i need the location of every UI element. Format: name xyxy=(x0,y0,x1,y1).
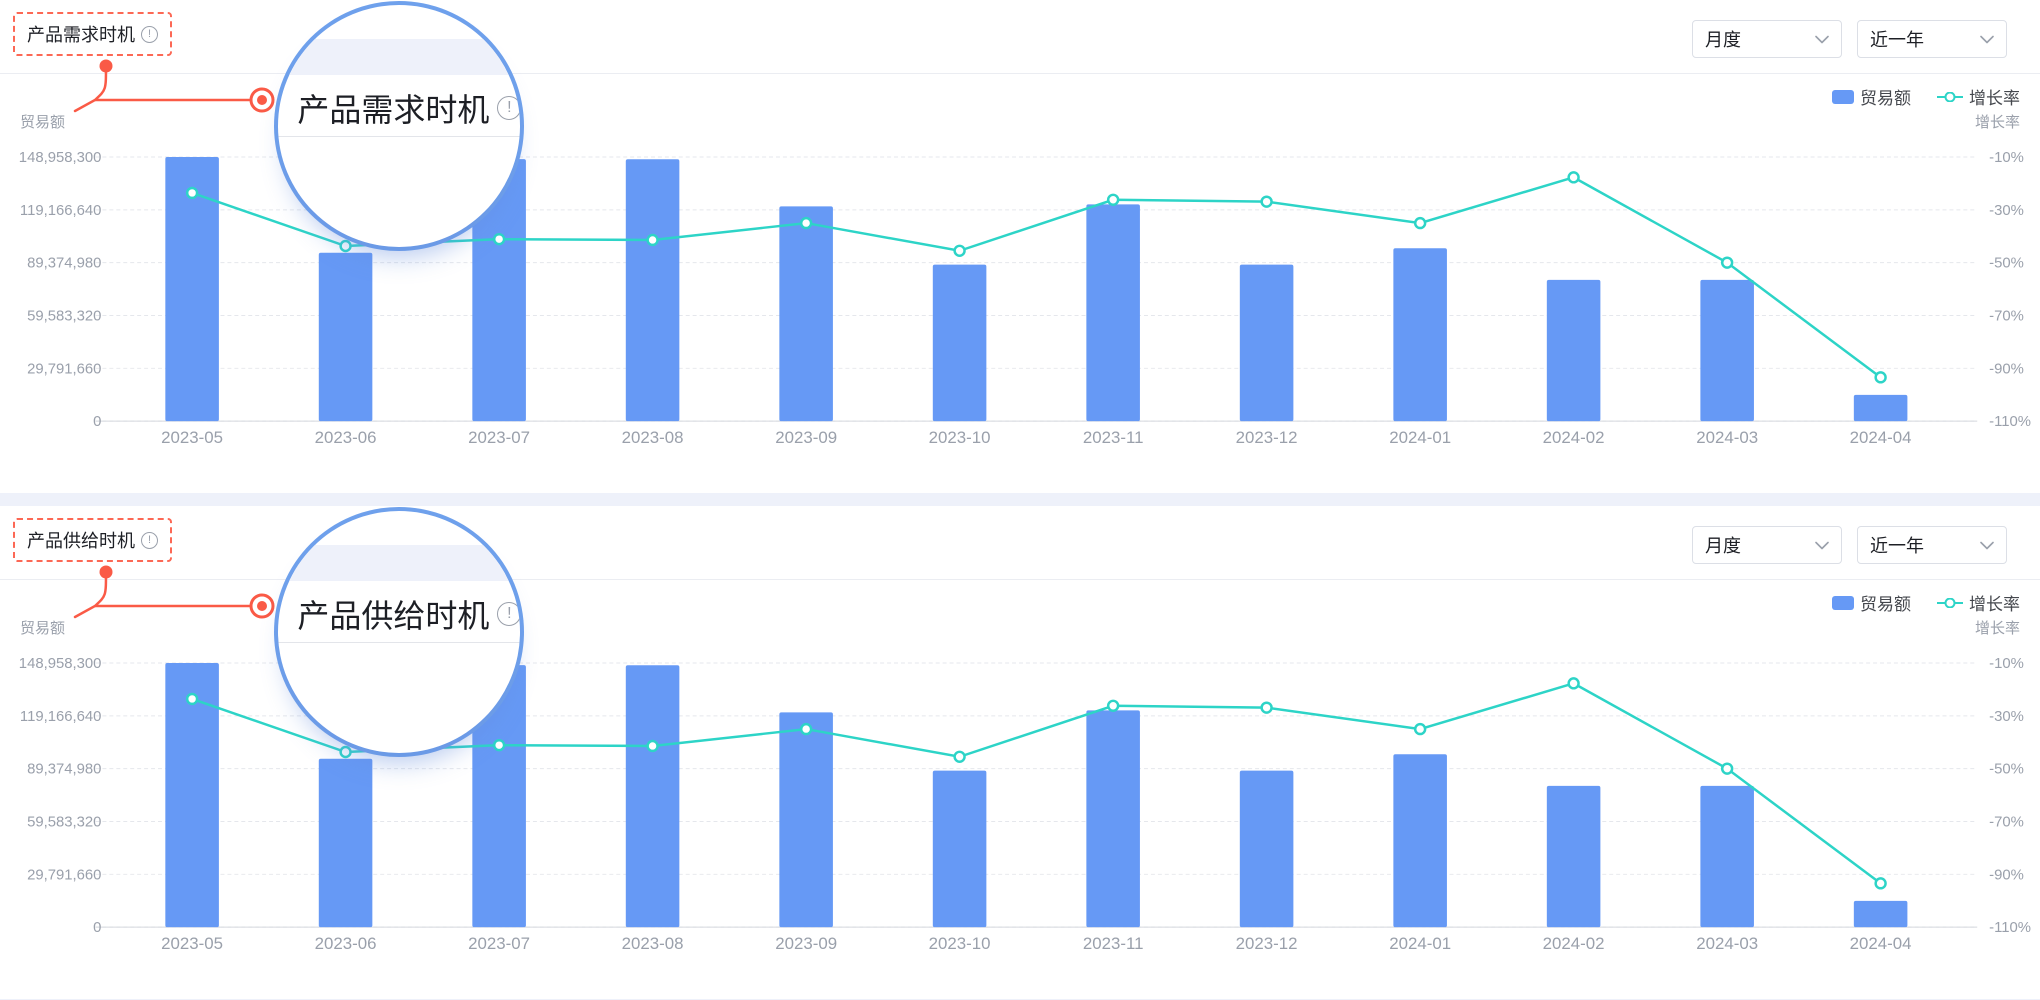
svg-text:2024-02: 2024-02 xyxy=(1543,934,1605,953)
svg-text:2023-11: 2023-11 xyxy=(1083,934,1144,953)
svg-text:-90%: -90% xyxy=(1989,361,2024,377)
svg-text:-70%: -70% xyxy=(1989,814,2024,830)
svg-text:148,958,300: 148,958,300 xyxy=(19,150,102,166)
svg-text:2023-05: 2023-05 xyxy=(161,428,223,447)
svg-text:2024-02: 2024-02 xyxy=(1543,428,1605,447)
svg-text:119,166,640: 119,166,640 xyxy=(20,709,102,725)
svg-text:2023-06: 2023-06 xyxy=(315,428,377,447)
svg-text:-10%: -10% xyxy=(1989,656,2024,672)
svg-text:-50%: -50% xyxy=(1989,256,2024,272)
svg-text:2023-07: 2023-07 xyxy=(468,428,530,447)
svg-text:2023-06: 2023-06 xyxy=(315,934,377,953)
svg-text:-110%: -110% xyxy=(1989,414,2031,430)
svg-text:2023-09: 2023-09 xyxy=(775,428,837,447)
svg-text:0: 0 xyxy=(93,414,101,430)
svg-text:2024-01: 2024-01 xyxy=(1389,934,1451,953)
svg-text:2023-11: 2023-11 xyxy=(1083,428,1144,447)
svg-text:2024-03: 2024-03 xyxy=(1696,428,1758,447)
svg-text:2024-01: 2024-01 xyxy=(1389,428,1451,447)
svg-text:89,374,980: 89,374,980 xyxy=(27,762,101,778)
svg-text:119,166,640: 119,166,640 xyxy=(20,203,102,219)
svg-text:-110%: -110% xyxy=(1989,920,2031,936)
svg-text:0: 0 xyxy=(93,920,101,936)
svg-text:-90%: -90% xyxy=(1989,867,2024,883)
svg-text:2024-04: 2024-04 xyxy=(1850,428,1912,447)
svg-text:2023-05: 2023-05 xyxy=(161,934,223,953)
svg-text:29,791,660: 29,791,660 xyxy=(27,361,101,377)
svg-text:-50%: -50% xyxy=(1989,762,2024,778)
svg-text:148,958,300: 148,958,300 xyxy=(19,656,102,672)
svg-text:2024-04: 2024-04 xyxy=(1850,934,1912,953)
svg-text:-30%: -30% xyxy=(1989,203,2024,219)
svg-text:2023-10: 2023-10 xyxy=(929,428,991,447)
svg-text:59,583,320: 59,583,320 xyxy=(27,308,101,324)
svg-text:89,374,980: 89,374,980 xyxy=(27,256,101,272)
svg-text:2023-10: 2023-10 xyxy=(929,934,991,953)
svg-text:-70%: -70% xyxy=(1989,308,2024,324)
svg-text:29,791,660: 29,791,660 xyxy=(27,867,101,883)
svg-text:2023-08: 2023-08 xyxy=(622,428,684,447)
svg-text:-10%: -10% xyxy=(1989,150,2024,166)
svg-text:-30%: -30% xyxy=(1989,709,2024,725)
svg-text:2023-09: 2023-09 xyxy=(775,934,837,953)
svg-text:2023-08: 2023-08 xyxy=(622,934,684,953)
svg-text:2023-07: 2023-07 xyxy=(468,934,530,953)
svg-text:59,583,320: 59,583,320 xyxy=(27,814,101,830)
svg-text:2024-03: 2024-03 xyxy=(1696,934,1758,953)
svg-text:2023-12: 2023-12 xyxy=(1236,428,1298,447)
svg-text:2023-12: 2023-12 xyxy=(1236,934,1298,953)
